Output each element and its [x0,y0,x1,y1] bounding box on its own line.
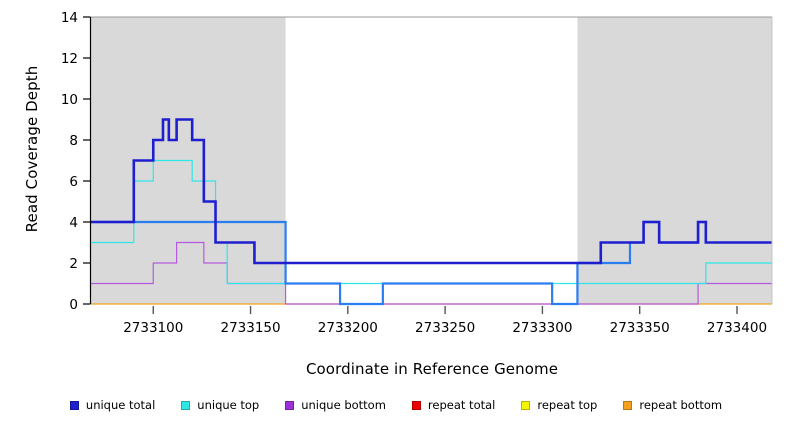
legend-item-repeat-total: repeat total [411,398,496,412]
legend-swatch-icon [69,400,79,410]
legend-label: unique total [85,398,156,412]
data-series-layer [91,118,772,306]
legend-label: repeat total [427,398,496,412]
y-tick-label: 12 [61,51,78,67]
legend-swatch-icon [285,400,295,410]
x-tick-label: 2733100 [123,320,183,336]
shaded-regions-layer [91,17,772,304]
legend-swatch-icon [521,400,531,410]
y-tick-label: 8 [69,133,78,149]
legend-label: repeat bottom [639,398,723,412]
legend-swatch-icon [181,400,191,410]
tick-labels-layer: 0 2 4 6 8 10 12 14 2733100 2733150 2733200 2733250 2… [61,10,767,336]
x-axis-label: Coordinate in Reference Genome [305,360,559,378]
y-tick-label: 10 [61,92,78,108]
x-tick-label: 2733400 [707,320,767,336]
series-unique-total [91,118,772,265]
legend-label: unique bottom [301,398,386,412]
legend-item-repeat-top: repeat top [521,398,597,412]
legend-label: unique top [197,398,260,412]
legend-swatch-icon [623,400,633,410]
x-tick-label: 2733250 [415,320,475,336]
x-tick-label: 2733350 [610,320,670,336]
legend-item-unique-bottom: unique bottom [285,398,386,412]
y-tick-label: 0 [69,297,78,313]
x-tick-label: 2733150 [220,320,280,336]
repeat-region-right [577,17,772,304]
x-tick-label: 2733200 [318,320,378,336]
y-tick-label: 4 [69,215,78,231]
legend-item-unique-total: unique total [69,398,156,412]
y-tick-label: 14 [61,10,78,26]
y-tick-label: 2 [69,256,78,272]
y-axis-label: Read Coverage Depth [23,65,41,233]
y-tick-label: 6 [69,174,78,190]
legend-label: repeat top [537,398,598,412]
x-tick-label: 2733300 [512,320,572,336]
legend-swatch-icon [411,400,421,410]
legend-item-unique-top: unique top [181,398,259,412]
legend: unique total unique top unique bottom repea… [0,398,792,412]
legend-item-repeat-bottom: repeat bottom [623,398,722,412]
axes-layer [83,16,773,314]
